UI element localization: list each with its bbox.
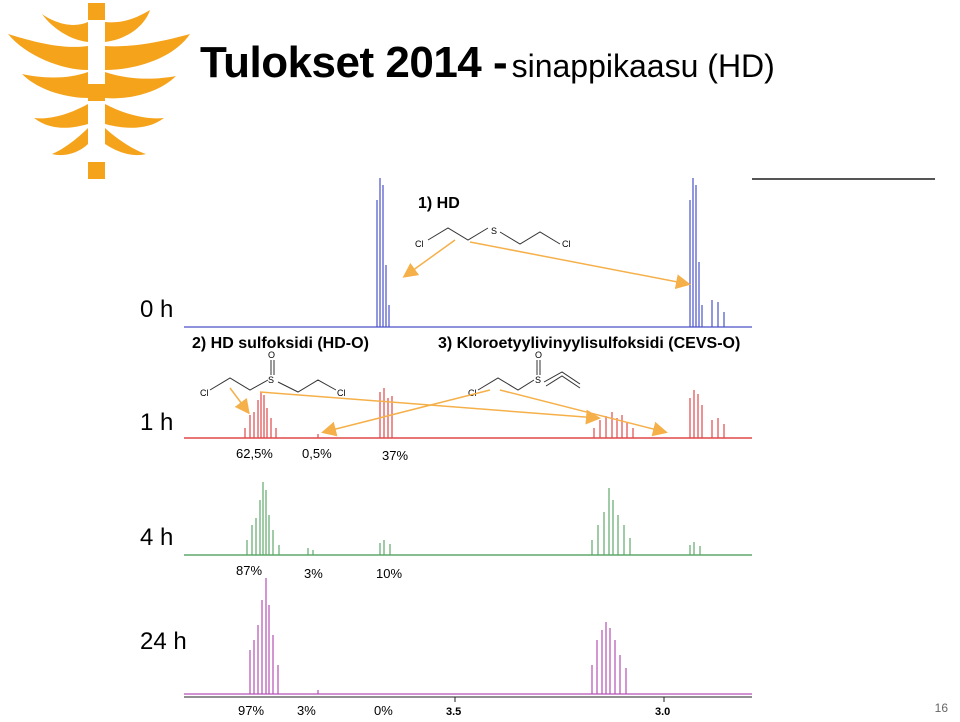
cevs-o-o: O <box>535 350 542 360</box>
title-main: Tulokset 2014 - <box>200 38 508 87</box>
assignment-arrows <box>229 239 691 437</box>
hd-cl-left: Cl <box>415 239 424 249</box>
hd-o-s: S <box>268 375 274 385</box>
axis-tick-3-5: 3.5 <box>446 706 462 718</box>
pct-1h-other: 0,5% <box>302 446 332 461</box>
spectrum-4h-peaks <box>246 482 701 555</box>
compound-label-hd: 1) HD <box>418 195 460 212</box>
ppm-axis-ticks <box>454 697 665 702</box>
time-label-1h: 1 h <box>140 409 174 436</box>
pct-4h-other: 3% <box>304 566 323 581</box>
pct-24h-hd-o: 97% <box>238 703 265 718</box>
cevs-o-cl: Cl <box>468 388 477 398</box>
decorative-line <box>752 178 935 180</box>
hd-cl-right: Cl <box>562 239 571 249</box>
page-number: 16 <box>934 701 948 715</box>
spectrum-0h-peaks <box>376 178 725 327</box>
time-label-0h: 0 h <box>140 296 174 323</box>
compound-label-hd-o: 2) HD sulfoksidi (HD-O) <box>192 335 369 352</box>
pct-24h-other: 3% <box>297 703 316 718</box>
pct-1h-cevs-o: 37% <box>382 448 409 463</box>
time-label-4h: 4 h <box>140 524 174 551</box>
hd-s: S <box>491 226 497 236</box>
pct-4h-hd-o: 87% <box>236 563 263 578</box>
axis-tick-3-0: 3.0 <box>655 706 671 718</box>
university-logo-icon <box>8 3 190 179</box>
spectrum-1h-peaks <box>244 388 725 438</box>
hd-o-molecule-icon <box>209 360 337 393</box>
pct-4h-cevs-o: 10% <box>376 566 403 581</box>
pct-24h-cevs-o: 0% <box>374 703 393 718</box>
slide-title: Tulokset 2014 - sinappikaasu (HD) <box>200 38 775 88</box>
compound-label-cevs-o: 3) Kloroetyylivinyylisulfoksidi (CEVS-O) <box>438 335 741 352</box>
spectrum-24h-peaks <box>249 578 627 694</box>
hd-o-o: O <box>268 350 275 360</box>
hd-o-cl-right: Cl <box>337 388 346 398</box>
pct-1h-hd-o: 62,5% <box>236 446 273 461</box>
title-sub: sinappikaasu (HD) <box>511 48 775 84</box>
time-label-24h: 24 h <box>140 628 187 655</box>
cevs-o-molecule-icon <box>477 360 581 391</box>
cevs-o-s: S <box>535 375 541 385</box>
hd-o-cl-left: Cl <box>200 388 209 398</box>
hd-molecule-icon <box>427 227 561 245</box>
